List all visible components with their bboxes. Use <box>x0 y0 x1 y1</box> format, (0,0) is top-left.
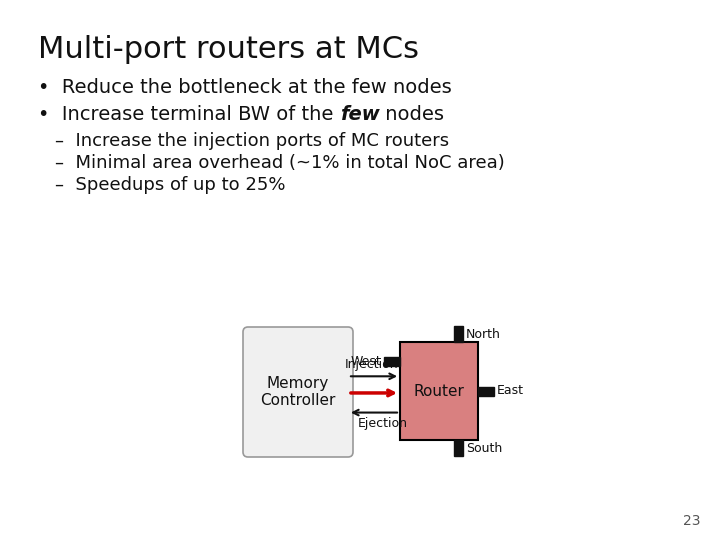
Text: –  Increase the injection ports of MC routers: – Increase the injection ports of MC rou… <box>55 132 449 150</box>
Bar <box>478 387 494 395</box>
Text: Ejection: Ejection <box>358 416 408 429</box>
Bar <box>454 326 463 342</box>
Text: Multi-port routers at MCs: Multi-port routers at MCs <box>38 35 419 64</box>
Text: Router: Router <box>413 383 464 399</box>
Text: nodes: nodes <box>379 105 444 124</box>
Text: North: North <box>466 327 501 341</box>
FancyBboxPatch shape <box>243 327 353 457</box>
Bar <box>400 342 478 440</box>
Text: East: East <box>497 384 524 397</box>
Text: South: South <box>466 442 503 455</box>
Text: •  Reduce the bottleneck at the few nodes: • Reduce the bottleneck at the few nodes <box>38 78 451 97</box>
Bar <box>384 357 400 366</box>
Text: West: West <box>350 355 381 368</box>
Text: Memory
Controller: Memory Controller <box>261 376 336 408</box>
Text: –  Minimal area overhead (~1% in total NoC area): – Minimal area overhead (~1% in total No… <box>55 154 505 172</box>
Text: few: few <box>340 105 379 124</box>
Text: •  Increase terminal BW of the: • Increase terminal BW of the <box>38 105 340 124</box>
Text: 23: 23 <box>683 514 700 528</box>
Text: Injection: Injection <box>344 359 398 372</box>
Bar <box>454 440 463 456</box>
Text: –  Speedups of up to 25%: – Speedups of up to 25% <box>55 176 286 194</box>
